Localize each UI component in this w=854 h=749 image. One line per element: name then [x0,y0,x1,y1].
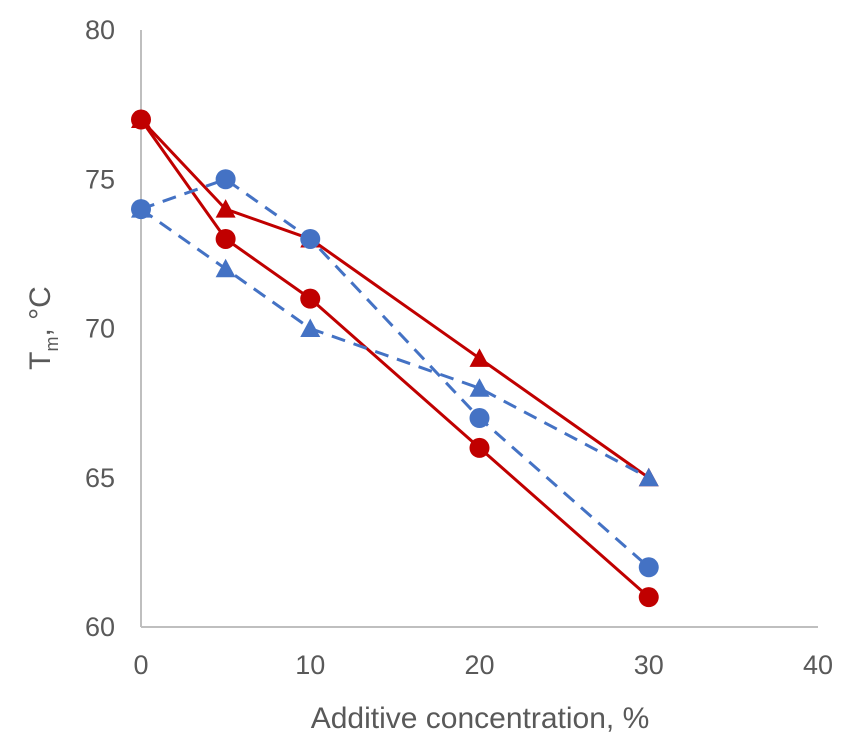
y-tick-label: 75 [85,164,115,194]
data-point [215,199,236,218]
y-tick-label: 60 [85,612,115,642]
data-point [215,169,236,190]
series-line [139,118,650,599]
data-point [469,378,490,397]
data-point [300,288,321,309]
y-tick-label: 65 [85,463,115,493]
x-tick-label: 0 [133,650,148,680]
x-tick-label: 10 [295,650,325,680]
x-tick-labels: 0 10 20 30 40 [133,650,833,680]
y-axis-title-main: T [24,352,57,370]
data-point [131,109,151,130]
series-1 [131,109,659,608]
data-point [638,587,659,608]
series-line [139,118,650,480]
y-axis-title: Tm, °C [24,286,62,370]
x-axis-title: Additive concentration, % [311,702,650,735]
data-point [300,318,321,337]
x-tick-label: 30 [634,650,664,680]
data-point [131,199,151,218]
data-point [469,348,490,367]
data-point [638,557,659,578]
data-point [215,228,236,249]
y-axis-title-sub: m [42,337,62,352]
x-tick-label: 40 [803,650,833,680]
data-point [469,437,490,458]
y-tick-label: 80 [85,15,115,45]
series-layer [131,109,659,608]
y-axis-title-rest: , °C [24,286,57,336]
series-line [140,207,650,480]
series-0 [131,109,659,487]
series-3 [131,199,659,487]
data-point [638,467,659,487]
x-tick-label: 20 [464,650,494,680]
y-tick-labels: 60 65 70 75 80 [85,15,115,642]
y-tick-label: 70 [85,314,115,344]
data-point [215,258,236,278]
data-point [469,408,490,429]
data-point [300,228,321,249]
